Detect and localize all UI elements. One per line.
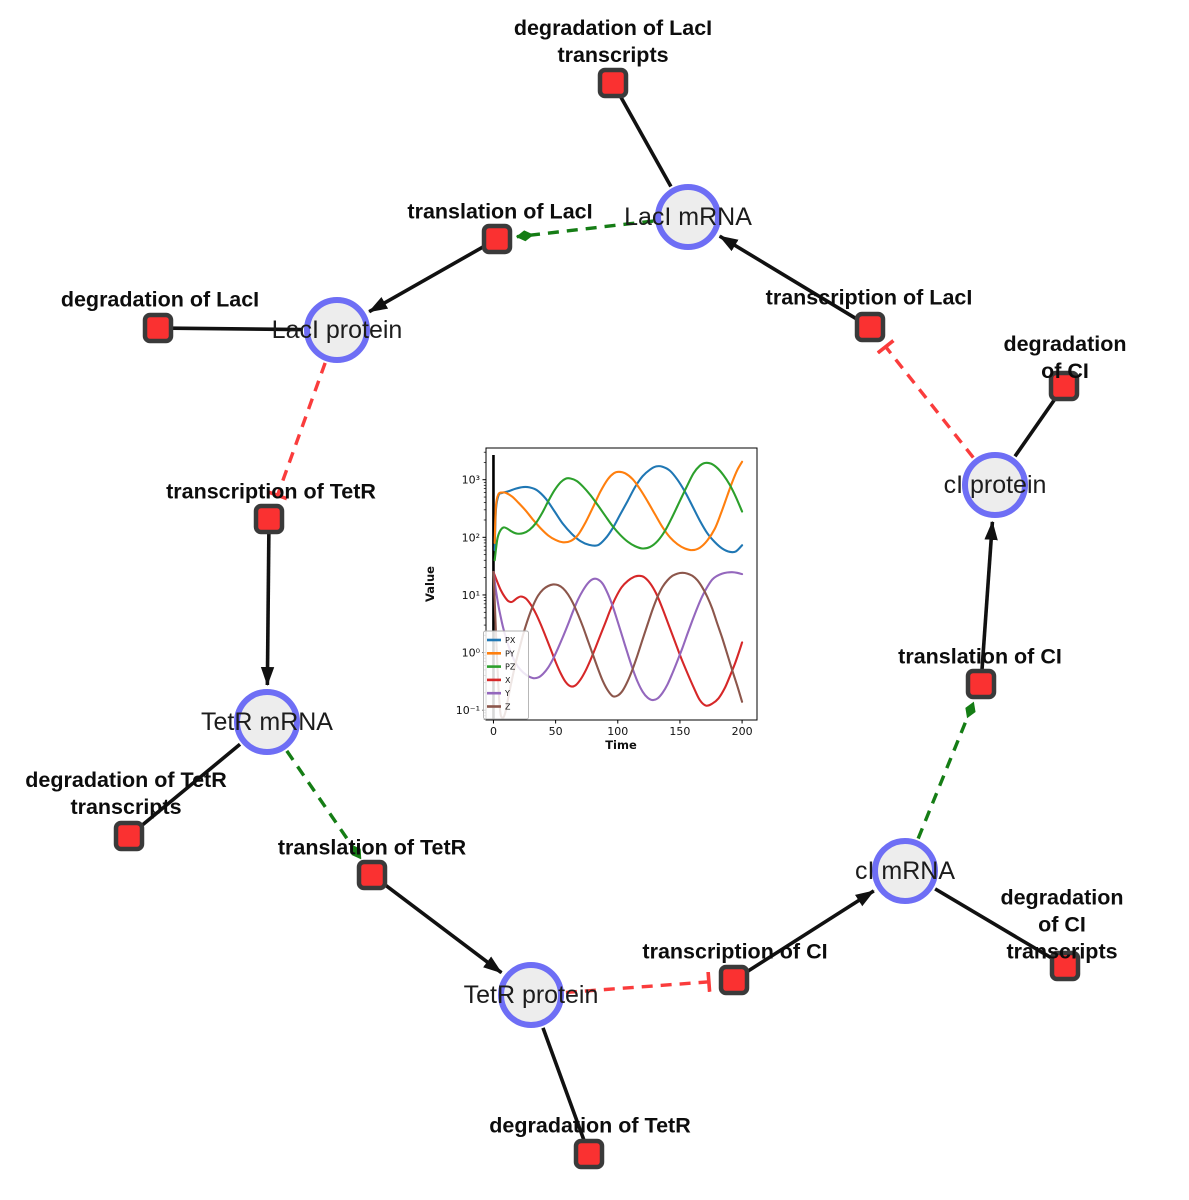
species-node-ci-protein[interactable] <box>962 452 1028 518</box>
x-tick-50: 50 <box>549 725 563 738</box>
y-tick-10e2: 10² <box>462 531 480 544</box>
edge-consumption-ci_protein-deg_ci <box>1013 396 1058 458</box>
edge-consumption-tetr_protein-deg_tetr <box>541 1027 586 1142</box>
reaction-node-deg-laci-tx[interactable] <box>597 67 629 99</box>
edge-catalysis-tetr_mrna-tl_tetr <box>285 749 363 860</box>
legend-entry-X: X <box>505 676 511 685</box>
y-tick-10e3: 10³ <box>462 474 480 487</box>
time-series-inset: 0 50 100 150 200 10³ 10² 10¹ 10⁰ 10⁻¹ PX PY PZ X Y Z T… <box>420 438 780 768</box>
legend-entry-PZ: PZ <box>505 663 516 672</box>
time-series-plot: 0 50 100 150 200 10³ 10² 10¹ 10⁰ 10⁻¹ PX PY PZ XYZ T… <box>423 447 758 752</box>
edge-inhibition-ci_protein-tx_laci <box>876 339 975 459</box>
x-tick-200: 200 <box>732 725 753 738</box>
series-PX-line <box>493 465 744 554</box>
reaction-node-deg-tetr[interactable] <box>573 1138 605 1170</box>
edge-production-tx_tetr-tetr_mrna <box>260 531 275 687</box>
species-node-ci-mrna[interactable] <box>872 838 938 904</box>
edge-production-tx_ci-ci_mrna <box>743 889 875 975</box>
x-axis-label: Time <box>605 738 637 752</box>
legend-entry-Z: Z <box>505 703 511 712</box>
edge-production-tl_laci-laci_protein <box>368 243 487 314</box>
series-X-line <box>492 570 744 707</box>
species-node-laci-mrna[interactable] <box>655 184 721 250</box>
y-tick-10e-1: 10⁻¹ <box>456 704 480 717</box>
reaction-node-tx-laci[interactable] <box>854 311 886 343</box>
reaction-node-deg-laci[interactable] <box>142 312 174 344</box>
edge-production-tx_laci-laci_mrna <box>718 234 860 322</box>
species-node-tetr-mrna[interactable] <box>234 689 300 755</box>
series-PZ-line <box>493 461 744 562</box>
y-tick-10e1: 10¹ <box>462 589 480 602</box>
reaction-node-deg-ci[interactable] <box>1048 370 1080 402</box>
species-node-tetr-protein[interactable] <box>498 962 564 1028</box>
y-axis-label: Value <box>423 566 437 602</box>
x-tick-0: 0 <box>490 725 497 738</box>
legend-entry-Y: Y <box>504 689 510 698</box>
edge-consumption-laci_protein-deg_laci <box>171 326 303 332</box>
reaction-node-deg-ci-tx[interactable] <box>1049 950 1081 982</box>
x-tick-150: 150 <box>669 725 690 738</box>
edge-production-tl_tetr-tetr_protein <box>381 881 503 975</box>
edge-consumption-laci_mrna-deg_laci_tx <box>618 94 673 188</box>
legend-entry-PY: PY <box>505 649 515 658</box>
edge-consumption-ci_mrna-deg_ci_tx <box>934 887 1054 961</box>
edge-inhibition-tetr_protein-tx_ci <box>565 971 712 995</box>
edge-production-tl_ci-ci_protein <box>980 520 998 672</box>
y-tick-10e0: 10⁰ <box>462 647 481 660</box>
legend-entry-PX: PX <box>505 636 516 645</box>
x-tick-100: 100 <box>607 725 628 738</box>
edge-catalysis-ci_mrna-tl_ci <box>916 701 976 840</box>
reaction-node-tl-laci[interactable] <box>481 223 513 255</box>
reaction-node-tx-ci[interactable] <box>718 964 750 996</box>
reaction-node-tx-tetr[interactable] <box>253 503 285 535</box>
reaction-node-tl-ci[interactable] <box>965 668 997 700</box>
plot-frame <box>485 447 758 721</box>
edge-inhibition-laci_protein-tx_tetr <box>267 362 327 501</box>
edge-consumption-tetr_mrna-deg_tetr_tx <box>138 742 242 829</box>
reaction-node-deg-tetr-tx[interactable] <box>113 820 145 852</box>
species-node-laci-protein[interactable] <box>304 297 370 363</box>
edge-catalysis-laci_mrna-tl_laci <box>515 219 654 242</box>
series-PY-line <box>493 460 744 552</box>
reaction-node-tl-tetr[interactable] <box>356 859 388 891</box>
